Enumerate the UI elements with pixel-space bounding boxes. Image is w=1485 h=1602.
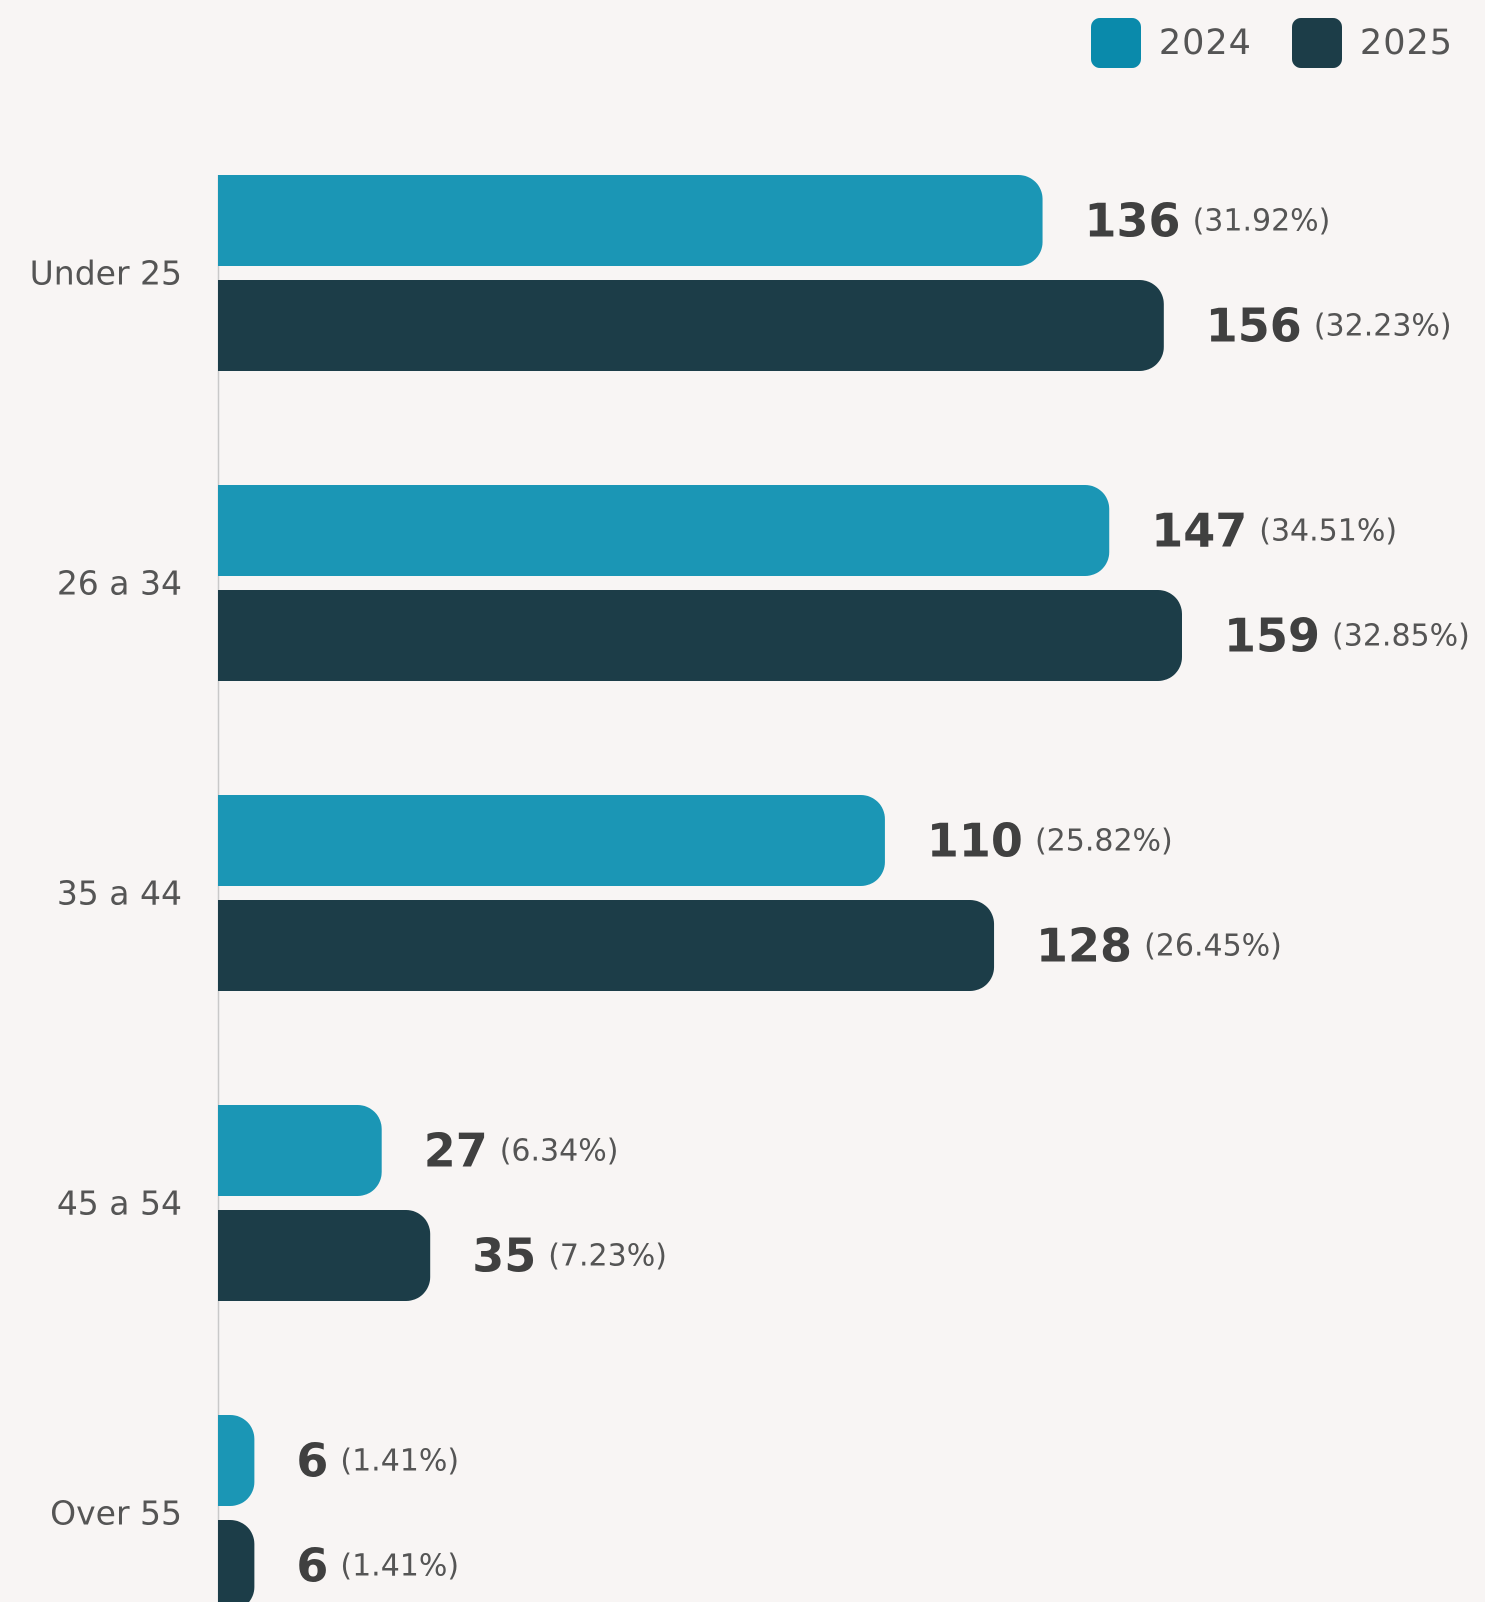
bar-2024 <box>218 485 1110 576</box>
bar-2024 <box>218 1415 255 1506</box>
data-label: 6 (1.41%) <box>296 1434 459 1488</box>
bar-2024 <box>218 1105 382 1196</box>
bar-2025 <box>218 900 995 991</box>
data-label-percent: (1.41%) <box>340 1548 459 1583</box>
data-label-value: 110 <box>927 814 1023 868</box>
legend-swatch-2025 <box>1291 18 1342 68</box>
bar-2024 <box>218 175 1043 266</box>
data-label-percent: (25.82%) <box>1035 823 1173 858</box>
data-label-percent: (31.92%) <box>1193 203 1331 238</box>
data-label: 35 (7.23%) <box>472 1229 667 1283</box>
data-label-value: 136 <box>1085 194 1181 248</box>
bar-2025 <box>218 280 1164 371</box>
data-label: 156 (32.23%) <box>1206 299 1452 353</box>
bar-2024 <box>218 795 885 886</box>
category-tick-label: Over 55 <box>50 1494 182 1533</box>
legend-swatch-2024 <box>1090 18 1141 68</box>
data-label-value: 147 <box>1151 504 1247 558</box>
data-label-percent: (7.23%) <box>548 1238 667 1273</box>
data-label-value: 128 <box>1036 919 1132 973</box>
data-label: 110 (25.82%) <box>927 814 1173 868</box>
legend-label-2024: 2024 <box>1158 23 1252 63</box>
data-label-value: 6 <box>296 1539 328 1593</box>
data-label-percent: (34.51%) <box>1259 513 1397 548</box>
bar-2025 <box>218 590 1182 681</box>
data-label-percent: (32.85%) <box>1332 618 1470 653</box>
data-label-percent: (6.34%) <box>500 1133 619 1168</box>
data-label: 147 (34.51%) <box>1151 504 1397 558</box>
data-label-value: 35 <box>472 1229 536 1283</box>
legend: 2024 2025 <box>1090 18 1453 68</box>
data-label-percent: (1.41%) <box>340 1443 459 1478</box>
bar-2025 <box>218 1520 255 1602</box>
data-label-value: 27 <box>424 1124 488 1178</box>
data-label-percent: (26.45%) <box>1144 928 1282 963</box>
data-label: 6 (1.41%) <box>296 1539 459 1593</box>
data-label: 128 (26.45%) <box>1036 919 1282 973</box>
category-tick-label: 45 a 54 <box>57 1184 182 1223</box>
legend-label-2025: 2025 <box>1359 23 1453 63</box>
category-tick-label: 26 a 34 <box>57 564 182 603</box>
legend-item-2024: 2024 <box>1090 18 1252 68</box>
data-label: 159 (32.85%) <box>1224 609 1470 663</box>
bar-2025 <box>218 1210 431 1301</box>
data-label: 27 (6.34%) <box>424 1124 619 1178</box>
data-label-value: 156 <box>1206 299 1302 353</box>
legend-item-2025: 2025 <box>1291 18 1453 68</box>
data-label-value: 159 <box>1224 609 1320 663</box>
data-label-value: 6 <box>296 1434 328 1488</box>
category-tick-label: Under 25 <box>30 254 182 293</box>
data-label-percent: (32.23%) <box>1314 308 1452 343</box>
data-label: 136 (31.92%) <box>1085 194 1331 248</box>
category-tick-label: 35 a 44 <box>57 874 182 913</box>
